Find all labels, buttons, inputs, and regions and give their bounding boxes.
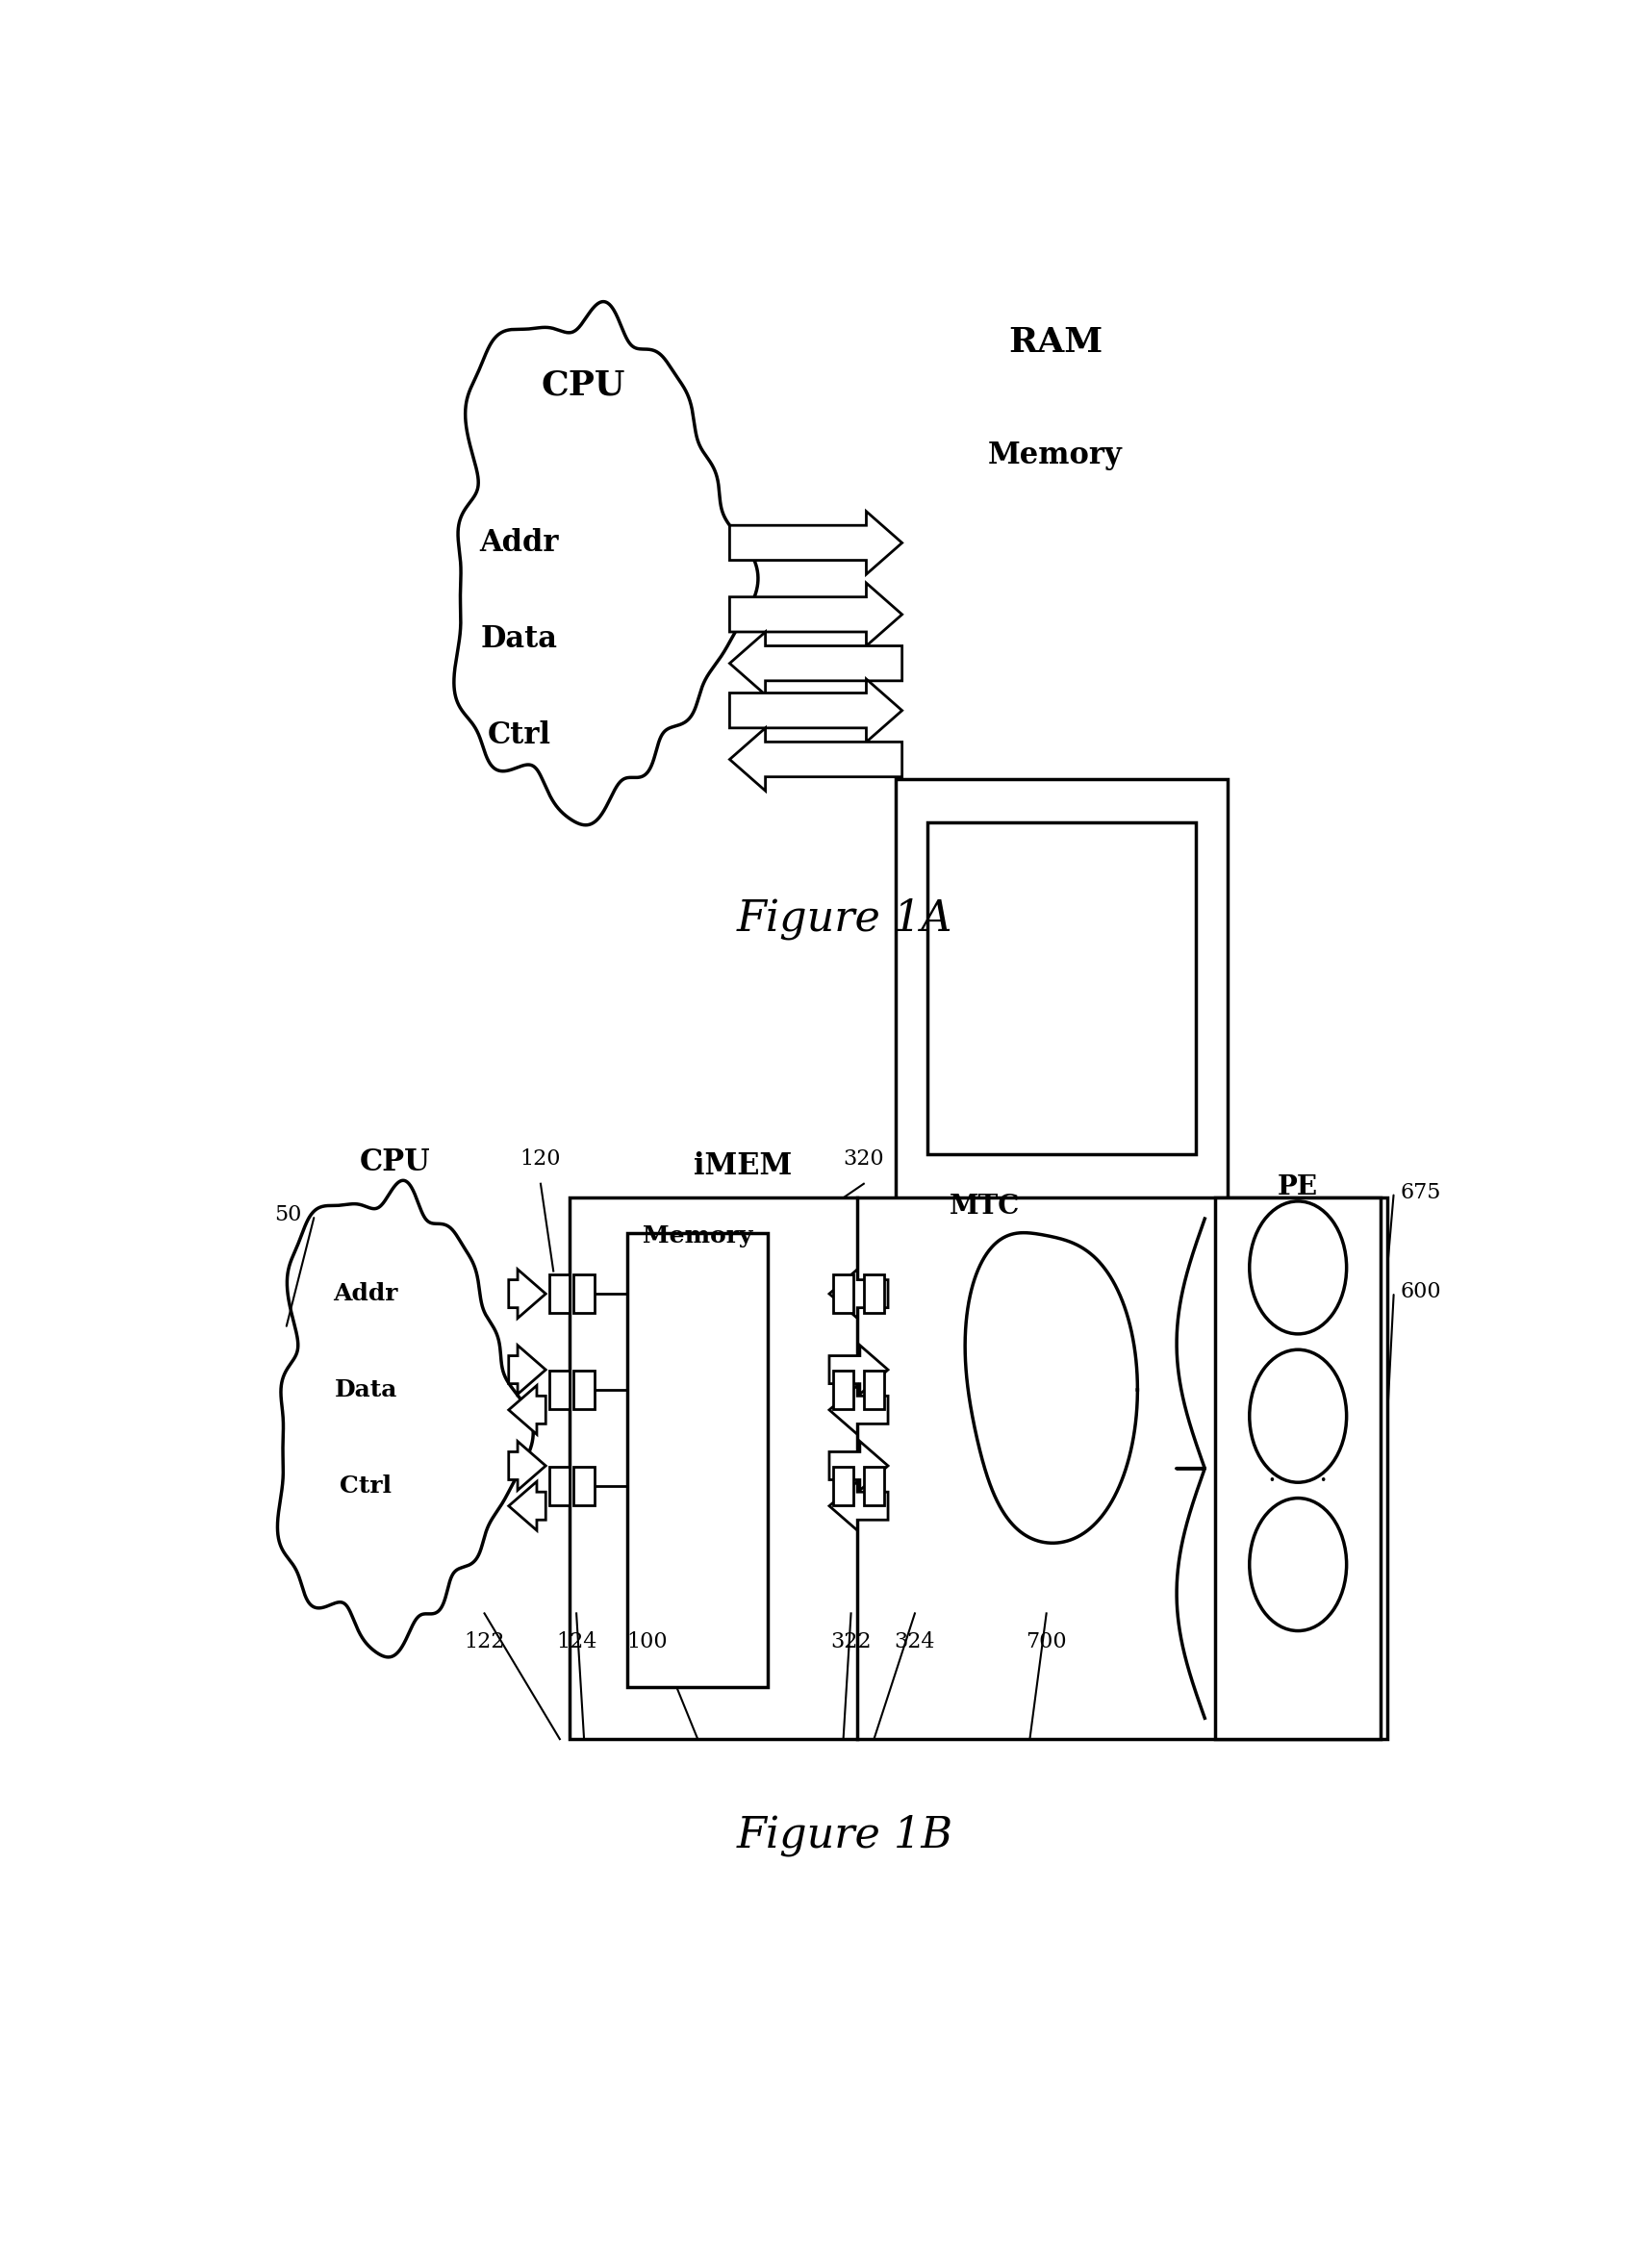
Circle shape bbox=[1249, 1499, 1346, 1631]
Text: 122: 122 bbox=[465, 1631, 504, 1651]
Text: Ctrl: Ctrl bbox=[488, 719, 550, 751]
FancyArrow shape bbox=[829, 1386, 888, 1433]
FancyArrow shape bbox=[509, 1345, 545, 1395]
Text: Figure 1B: Figure 1B bbox=[737, 1814, 953, 1855]
Text: 320: 320 bbox=[844, 1148, 885, 1170]
Bar bbox=[628, 1234, 768, 1687]
FancyArrow shape bbox=[829, 1442, 888, 1490]
Text: Figure 1A: Figure 1A bbox=[737, 898, 953, 939]
Text: Data: Data bbox=[481, 624, 557, 653]
Text: 120: 120 bbox=[521, 1148, 560, 1170]
Bar bbox=[864, 1467, 885, 1506]
Text: 675: 675 bbox=[1401, 1182, 1440, 1202]
Text: Ctrl: Ctrl bbox=[339, 1474, 392, 1497]
Polygon shape bbox=[966, 1234, 1137, 1542]
Text: 322: 322 bbox=[831, 1631, 872, 1651]
Text: 50: 50 bbox=[275, 1204, 302, 1225]
Bar bbox=[549, 1275, 570, 1313]
FancyArrow shape bbox=[730, 678, 901, 742]
Polygon shape bbox=[277, 1179, 534, 1658]
Text: 600: 600 bbox=[1401, 1281, 1442, 1302]
Text: Addr: Addr bbox=[480, 528, 559, 558]
Text: PE: PE bbox=[1277, 1175, 1318, 1200]
Bar bbox=[549, 1370, 570, 1408]
FancyArrow shape bbox=[509, 1270, 545, 1318]
Bar bbox=[834, 1275, 854, 1313]
Bar bbox=[897, 778, 1228, 1338]
Bar bbox=[834, 1467, 854, 1506]
Bar bbox=[570, 1198, 1388, 1740]
Bar bbox=[549, 1467, 570, 1506]
Text: 324: 324 bbox=[895, 1631, 936, 1651]
Text: CPU: CPU bbox=[541, 370, 625, 401]
Polygon shape bbox=[453, 302, 758, 826]
Bar bbox=[574, 1275, 595, 1313]
FancyArrow shape bbox=[730, 583, 901, 646]
Text: iMEM: iMEM bbox=[694, 1152, 791, 1182]
FancyArrow shape bbox=[509, 1386, 545, 1433]
Text: RAM: RAM bbox=[1009, 327, 1103, 358]
FancyArrow shape bbox=[509, 1442, 545, 1490]
Bar bbox=[574, 1467, 595, 1506]
Text: 100: 100 bbox=[626, 1631, 667, 1651]
Bar bbox=[1215, 1198, 1381, 1740]
FancyArrow shape bbox=[829, 1270, 888, 1318]
Text: Memory: Memory bbox=[989, 440, 1122, 469]
Circle shape bbox=[1249, 1349, 1346, 1483]
FancyArrow shape bbox=[829, 1481, 888, 1531]
Bar bbox=[574, 1370, 595, 1408]
Text: 124: 124 bbox=[555, 1631, 597, 1651]
Text: Memory: Memory bbox=[643, 1225, 753, 1247]
FancyArrow shape bbox=[730, 510, 901, 574]
Circle shape bbox=[1249, 1202, 1346, 1334]
Bar bbox=[864, 1370, 885, 1408]
Bar bbox=[864, 1275, 885, 1313]
Bar bbox=[928, 823, 1196, 1154]
Text: ·  ·  ·: · · · bbox=[1267, 1467, 1328, 1495]
FancyArrow shape bbox=[730, 728, 901, 792]
FancyArrow shape bbox=[730, 633, 901, 694]
Text: Addr: Addr bbox=[333, 1281, 399, 1306]
FancyArrow shape bbox=[509, 1481, 545, 1531]
FancyArrow shape bbox=[829, 1345, 888, 1395]
Text: CPU: CPU bbox=[359, 1148, 430, 1177]
Text: MTC: MTC bbox=[949, 1193, 1020, 1220]
Bar bbox=[834, 1370, 854, 1408]
Text: 700: 700 bbox=[1027, 1631, 1066, 1651]
Text: Data: Data bbox=[335, 1379, 397, 1402]
